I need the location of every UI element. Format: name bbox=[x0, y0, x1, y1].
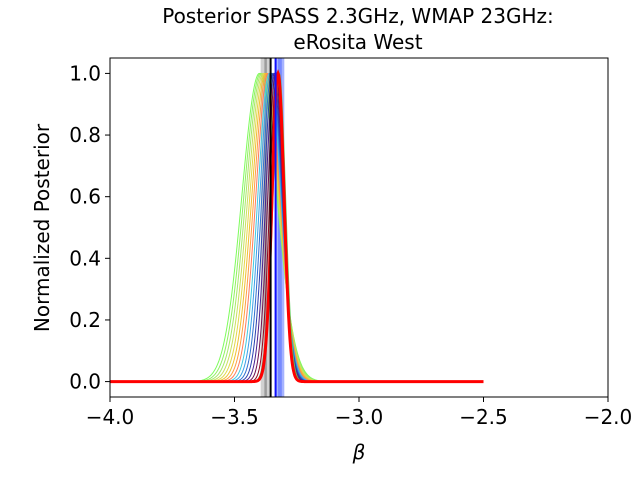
y-axis-ticks: 0.0 0.2 0.4 0.6 0.8 1.0 bbox=[69, 61, 110, 394]
posterior-series-2 bbox=[110, 72, 484, 383]
reference-lines bbox=[269, 58, 277, 397]
y-axis-label: Normalized Posterior bbox=[30, 123, 54, 332]
x-tick-label: −3.0 bbox=[335, 405, 384, 429]
confidence-band-1 bbox=[264, 58, 267, 397]
posterior-series-6 bbox=[110, 72, 484, 383]
chart-title: Posterior SPASS 2.3GHz, WMAP 23GHz: bbox=[162, 4, 554, 28]
x-axis-label: β bbox=[352, 440, 366, 464]
y-tick-label: 0.4 bbox=[69, 246, 101, 270]
posterior-series-17 bbox=[110, 69, 484, 384]
posterior-curves bbox=[110, 69, 484, 384]
posterior-series-11 bbox=[110, 72, 484, 383]
plot-area bbox=[109, 57, 609, 398]
y-tick-label: 0.8 bbox=[69, 123, 101, 147]
y-tick-label: 0.6 bbox=[69, 185, 101, 209]
posterior-series-0 bbox=[110, 72, 484, 383]
posterior-series-16 bbox=[110, 72, 484, 383]
x-tick-label: −2.5 bbox=[459, 405, 508, 429]
x-axis-ticks: −4.0 −3.5 −3.0 −2.5 −2.0 bbox=[86, 397, 633, 429]
plot-frame bbox=[109, 57, 609, 398]
posterior-series-8 bbox=[110, 72, 484, 383]
chart-subtitle: eRosita West bbox=[293, 30, 422, 54]
posterior-series-9 bbox=[110, 72, 484, 383]
posterior-series-5 bbox=[110, 72, 484, 383]
x-tick-label: −2.0 bbox=[584, 405, 633, 429]
posterior-series-4 bbox=[110, 72, 484, 383]
x-tick-label: −3.5 bbox=[210, 405, 259, 429]
y-tick-label: 0.0 bbox=[69, 370, 101, 394]
y-tick-label: 0.2 bbox=[69, 308, 101, 332]
posterior-series-14 bbox=[110, 72, 484, 383]
y-tick-label: 1.0 bbox=[69, 61, 101, 85]
posterior-series-7 bbox=[110, 72, 484, 383]
posterior-series-1 bbox=[110, 72, 484, 383]
posterior-series-3 bbox=[110, 72, 484, 383]
posterior-series-12 bbox=[110, 72, 484, 383]
posterior-series-13 bbox=[110, 72, 484, 383]
x-tick-label: −4.0 bbox=[86, 405, 135, 429]
posterior-series-10 bbox=[110, 72, 484, 383]
confidence-band-0 bbox=[260, 58, 270, 397]
posterior-series-15 bbox=[110, 72, 484, 383]
